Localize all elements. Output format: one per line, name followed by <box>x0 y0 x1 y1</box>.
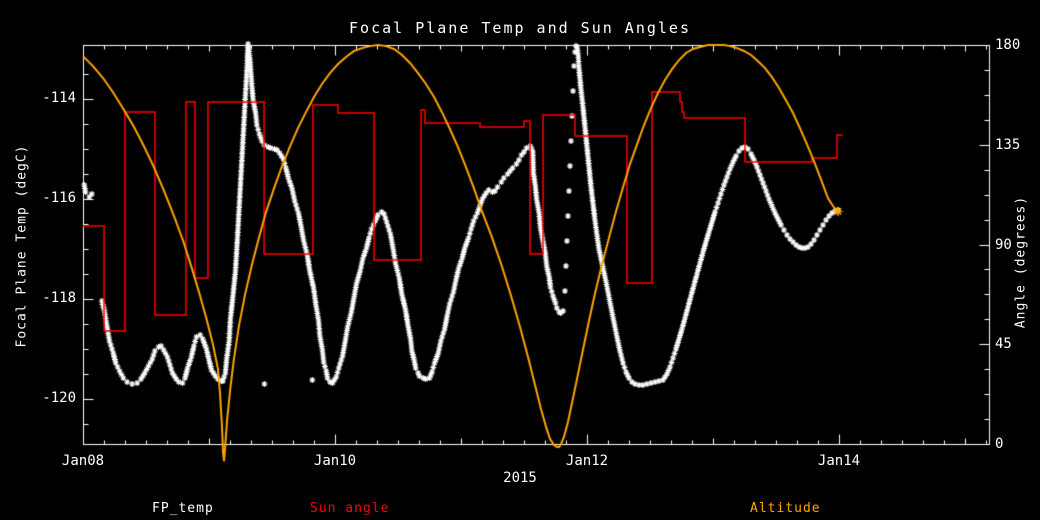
x-axis-year-label: 2015 <box>503 470 537 486</box>
right-axis-title: Angle (degrees) <box>1013 195 1029 329</box>
left-axis-title: Focal Plane Temp (degC) <box>14 144 30 348</box>
right-axis-tick-label: 180 <box>995 37 1021 53</box>
legend-item-altitude: Altitude <box>750 501 821 516</box>
left-axis-tick-label: -114 <box>42 90 76 106</box>
left-axis-tick-label: -120 <box>42 390 76 406</box>
left-axis-tick-label: -116 <box>42 190 76 206</box>
right-axis-tick-label: 135 <box>995 136 1021 153</box>
legend-item-fp-temp: FP_temp <box>152 501 214 516</box>
legend-item-sun-angle: Sun angle <box>310 501 390 516</box>
x-axis-tick-label: Jan10 <box>313 453 357 469</box>
left-axis-tick-label: -118 <box>42 290 76 306</box>
right-axis-tick-label: 90 <box>995 236 1012 253</box>
x-axis-tick-label: Jan08 <box>61 453 105 469</box>
x-axis-tick-label: Jan12 <box>565 453 609 469</box>
right-axis-tick-label: 45 <box>995 336 1012 353</box>
right-axis-tick-label: 0 <box>995 436 1004 452</box>
chart-title: Focal Plane Temp and Sun Angles <box>349 19 691 37</box>
x-axis-tick-label: Jan14 <box>817 453 861 469</box>
